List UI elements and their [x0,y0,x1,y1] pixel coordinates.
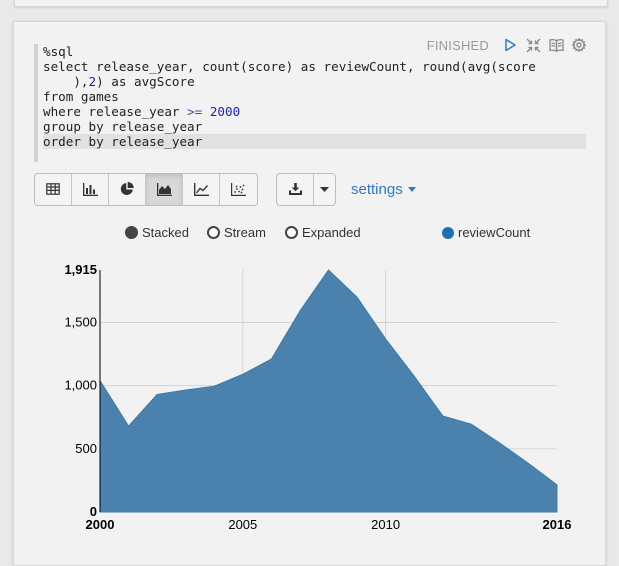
download-button[interactable] [277,173,314,205]
table-view-button[interactable] [35,173,72,205]
radio-expanded-icon [285,226,298,239]
mode-stream[interactable]: Stream [207,225,266,240]
mode-stacked[interactable]: Stacked [125,225,189,240]
book-icon[interactable] [548,37,564,53]
series-dot-icon [442,226,454,239]
play-icon[interactable] [502,37,518,53]
line-chart-icon [193,182,209,196]
area-chart-view-button[interactable] [146,173,183,205]
code-token: >= [187,104,203,119]
area-chart-icon [156,182,172,196]
code-token: 2000 [209,104,241,119]
code-token: group by release_year [43,119,203,134]
y-tick-label: 1,915 [64,262,97,277]
code-line[interactable]: where release_year >= 2000 [43,104,586,119]
download-button-group [276,172,336,206]
code-line[interactable]: from games [43,89,586,104]
data-point [156,393,158,395]
data-point [242,373,244,375]
line-chart-view-button[interactable] [183,173,220,205]
code-token: ) as avgScore [96,74,195,89]
scatter-chart-view-button[interactable] [220,174,257,205]
code-token: %sql [43,44,74,59]
x-tick-label: 2005 [228,517,257,532]
radio-stacked-icon [125,226,138,239]
pie-chart-icon [120,182,134,195]
data-point [213,385,215,387]
data-point [556,484,558,486]
y-tick-label: 500 [75,441,97,456]
radio-stream-icon [207,226,220,239]
mode-stacked-label: Stacked [142,225,189,240]
code-line[interactable]: order by release_year [43,134,586,149]
code-token: ), [43,74,89,89]
data-point [356,296,358,298]
data-point [442,415,444,417]
area-chart: 0 500 1,000 1,500 1,915 2000 2005 2010 2016 [64,262,572,532]
chart-legend: Stacked Stream Expanded reviewCount [14,225,605,243]
code-token: select release_year, count(score) as rev… [43,59,536,74]
paragraph-control-bar: FINISHED [427,36,587,54]
data-point [270,358,272,360]
code-line[interactable]: group by release_year [43,119,586,134]
y-tick-label: 1,000 [64,378,97,393]
data-point [299,310,301,312]
data-point [470,423,472,425]
data-point [527,462,529,464]
area-series-reviewCount [99,269,558,513]
code-token: from games [43,89,119,104]
code-line[interactable]: select release_year, count(score) as rev… [43,59,586,74]
previous-paragraph-edge [14,0,608,7]
code-token: 2 [88,74,97,89]
caret-down-icon [320,186,329,192]
code-token: order by release_year [43,134,203,149]
mode-stream-label: Stream [224,225,266,240]
gear-icon[interactable] [571,37,587,53]
data-point [184,389,186,391]
x-tick-label: 2000 [86,517,115,532]
x-tick-label: 2010 [371,517,400,532]
settings-dropdown[interactable]: settings [351,181,416,198]
download-icon [288,183,302,195]
code-line[interactable]: %sql [43,44,586,59]
visualization-toolbar: settings [34,172,416,206]
code-token [202,104,210,119]
sql-paragraph: FINISHED [13,21,606,566]
data-point [327,269,329,271]
mode-expanded[interactable]: Expanded [285,225,361,240]
paragraph-status: FINISHED [426,37,489,53]
settings-caret-icon [407,187,416,192]
series-legend-item[interactable]: reviewCount [442,225,530,240]
collapse-arrows-icon[interactable] [525,37,541,53]
code-line[interactable]: ),2) as avgScore [43,74,586,89]
y-tick-label: 1,500 [64,314,97,329]
table-icon [46,183,60,195]
code-token: where release_year [43,104,188,119]
pie-chart-view-button[interactable] [109,173,146,205]
mode-expanded-label: Expanded [302,225,361,240]
download-options-dropdown[interactable] [314,174,335,205]
y-tick-label: 0 [90,504,97,519]
x-tick-label: 2016 [543,517,572,532]
series-legend-label: reviewCount [458,225,531,240]
data-point [384,338,386,340]
view-type-buttons [34,172,258,206]
data-point [413,375,415,377]
bar-chart-icon [82,182,98,196]
bar-chart-view-button[interactable] [72,173,109,205]
data-point [499,442,501,444]
code-editor[interactable]: %sql select release_year, count(score) as… [34,44,586,162]
settings-label: settings [351,180,403,198]
scatter-chart-icon [231,182,246,196]
data-point [127,425,129,427]
